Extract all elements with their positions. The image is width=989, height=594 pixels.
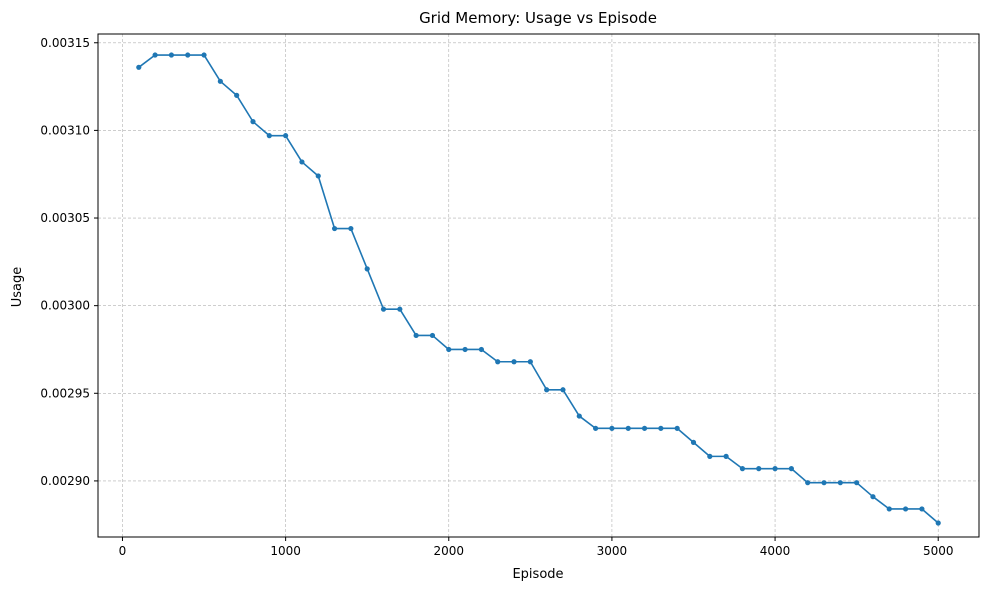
x-tick-label: 1000 bbox=[270, 544, 301, 558]
data-point bbox=[902, 506, 909, 512]
data-point bbox=[658, 425, 664, 431]
data-point bbox=[723, 453, 729, 459]
data-point bbox=[348, 225, 354, 232]
data-point bbox=[364, 266, 370, 272]
data-point bbox=[397, 306, 403, 312]
data-point bbox=[136, 64, 142, 70]
data-point bbox=[446, 346, 452, 353]
x-axis-label: Episode bbox=[512, 567, 563, 582]
y-tick-label: 0.00315 bbox=[40, 36, 90, 50]
data-point bbox=[331, 225, 338, 232]
data-point bbox=[495, 359, 501, 365]
data-point bbox=[641, 425, 648, 431]
data-point bbox=[511, 359, 517, 365]
data-point bbox=[315, 173, 321, 179]
x-tick-label: 2000 bbox=[433, 544, 464, 558]
data-point bbox=[576, 413, 582, 419]
data-point bbox=[739, 466, 746, 472]
data-point bbox=[756, 466, 762, 472]
data-point bbox=[266, 133, 272, 139]
y-tick-label: 0.00300 bbox=[40, 299, 90, 313]
data-point bbox=[886, 506, 892, 512]
x-tick-label: 5000 bbox=[923, 544, 954, 558]
data-point bbox=[185, 52, 191, 58]
data-point bbox=[837, 480, 843, 486]
data-point bbox=[250, 119, 256, 125]
y-tick-label: 0.00295 bbox=[40, 386, 90, 400]
data-point bbox=[234, 92, 240, 98]
data-point bbox=[201, 52, 207, 58]
data-point bbox=[788, 466, 794, 472]
data-point bbox=[429, 332, 436, 339]
y-tick-label: 0.00305 bbox=[40, 211, 90, 225]
data-point bbox=[772, 466, 778, 472]
data-point bbox=[674, 425, 680, 431]
plot-frame bbox=[97, 33, 980, 538]
data-point bbox=[380, 306, 387, 312]
y-tick-label: 0.00310 bbox=[40, 123, 90, 137]
x-tick-label: 3000 bbox=[597, 544, 628, 558]
data-point bbox=[152, 52, 158, 58]
chart-title: Grid Memory: Usage vs Episode bbox=[419, 9, 657, 27]
data-point bbox=[707, 453, 713, 459]
data-point bbox=[870, 494, 876, 500]
data-point bbox=[919, 506, 925, 512]
data-point bbox=[527, 359, 533, 365]
series-line bbox=[138, 54, 939, 524]
y-axis-label: Usage bbox=[10, 267, 25, 308]
data-point bbox=[560, 387, 566, 393]
data-point bbox=[690, 439, 697, 445]
data-point bbox=[593, 425, 599, 431]
data-series bbox=[136, 52, 941, 526]
data-point bbox=[217, 78, 223, 84]
data-point bbox=[283, 133, 289, 139]
axis-ticks: 0 1000 2000 3000 4000 5000 0.00290 0.00295 0.003… bbox=[40, 36, 953, 558]
data-point bbox=[478, 346, 484, 353]
data-point bbox=[544, 387, 550, 393]
data-point bbox=[625, 425, 631, 431]
y-tick-label: 0.00290 bbox=[40, 474, 90, 488]
data-point bbox=[805, 480, 811, 486]
grid-lines bbox=[98, 34, 979, 537]
data-point bbox=[413, 332, 419, 339]
x-tick-label: 4000 bbox=[760, 544, 791, 558]
data-point bbox=[854, 480, 860, 486]
data-point bbox=[462, 346, 468, 353]
data-point bbox=[609, 425, 615, 431]
data-point bbox=[299, 159, 305, 165]
data-point bbox=[168, 52, 175, 58]
data-point bbox=[935, 520, 941, 526]
x-tick-label: 0 bbox=[119, 544, 127, 558]
data-point bbox=[821, 480, 827, 486]
